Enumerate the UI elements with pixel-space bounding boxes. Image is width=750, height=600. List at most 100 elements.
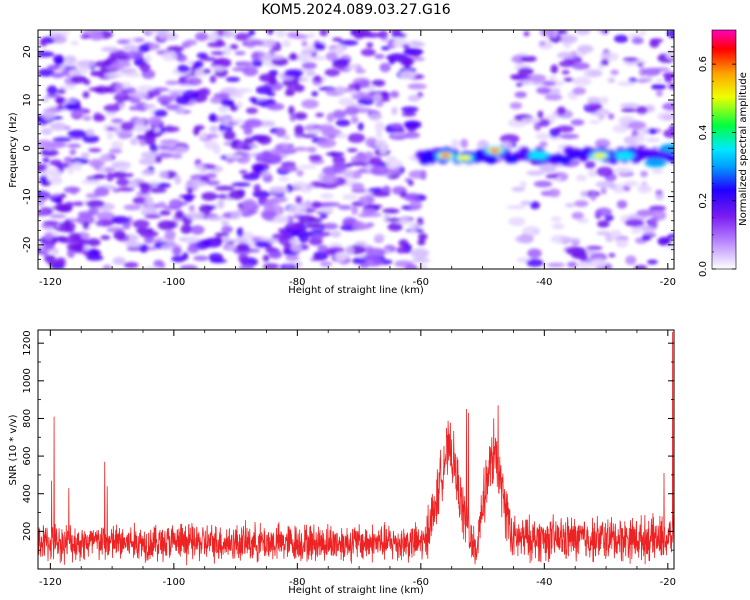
- heatmap-cell: [70, 238, 87, 244]
- heatmap-cell: [575, 174, 587, 182]
- heatmap-cell: [401, 111, 417, 117]
- heatmap-cell: [53, 54, 65, 64]
- heatmap-cell: [124, 50, 144, 60]
- heatmap-cell: [100, 235, 111, 241]
- heatmap-cell: [43, 243, 55, 251]
- heatmap-cell: [208, 253, 224, 262]
- heatmap-cell: [357, 92, 366, 98]
- heatmap-cell: [187, 245, 200, 254]
- heatmap-cell: [253, 184, 261, 194]
- heatmap-cell: [651, 168, 664, 174]
- heatmap-cell: [633, 135, 645, 143]
- heatmap-cell: [371, 79, 386, 87]
- heatmap-cell: [378, 30, 388, 40]
- heatmap-cell: [123, 204, 142, 211]
- spectrogram-x-tick-label: -40: [536, 277, 552, 288]
- heatmap-cell: [86, 254, 104, 261]
- snr-x-tick-label: -20: [660, 577, 676, 588]
- heatmap-cell: [399, 56, 415, 67]
- heatmap-cell: [379, 62, 391, 73]
- heatmap-cell: [625, 255, 637, 265]
- heatmap-cell: [352, 223, 371, 230]
- heatmap-cell: [552, 223, 565, 230]
- heatmap-cell: [140, 184, 150, 195]
- heatmap-cell: [292, 146, 309, 152]
- heatmap-cell: [655, 189, 663, 195]
- heatmap-cell: [93, 162, 101, 171]
- heatmap-cell: [297, 164, 317, 170]
- heatmap-cell: [665, 49, 674, 60]
- heatmap-cell: [195, 163, 203, 171]
- heatmap-cell: [123, 72, 141, 78]
- heatmap-cell: [38, 163, 47, 173]
- heatmap-cell: [351, 182, 365, 191]
- heatmap-cell: [282, 39, 291, 48]
- heatmap-cell: [388, 58, 395, 65]
- heatmap-cell: [214, 115, 230, 121]
- heatmap-cell: [208, 31, 219, 40]
- heatmap-cell: [106, 131, 114, 140]
- heatmap-cell: [371, 191, 391, 197]
- heatmap-cell: [64, 219, 71, 229]
- heatmap-cell: [233, 88, 253, 93]
- heatmap-cell: [157, 30, 168, 40]
- heatmap-cell: [249, 40, 264, 46]
- heatmap-cell: [293, 112, 308, 120]
- heatmap-cell: [366, 42, 374, 48]
- heatmap-cell: [102, 264, 112, 269]
- heatmap-cell: [67, 164, 74, 175]
- heatmap-cell: [104, 72, 124, 78]
- heatmap-cell: [583, 70, 590, 77]
- heatmap-cell: [223, 130, 236, 141]
- heatmap-cell: [520, 181, 527, 188]
- heatmap-cell: [407, 83, 427, 90]
- heatmap-cell: [175, 210, 184, 219]
- heatmap-cell: [370, 165, 389, 176]
- heatmap-cell: [245, 107, 258, 114]
- heatmap-cell: [221, 220, 229, 227]
- heatmap-cell: [369, 156, 383, 167]
- heatmap-cell: [537, 110, 544, 119]
- heatmap-cell: [539, 41, 546, 46]
- heatmap-cell: [64, 55, 77, 64]
- heatmap-cell: [206, 215, 224, 221]
- heatmap-cell: [521, 117, 541, 124]
- heatmap-cell: [133, 124, 148, 133]
- heatmap-cell: [417, 239, 426, 246]
- heatmap-cell: [236, 242, 250, 252]
- heatmap-cell: [549, 128, 561, 138]
- heatmap-cell: [38, 139, 53, 149]
- heatmap-cell: [199, 204, 212, 214]
- heatmap-cell: [561, 70, 570, 75]
- heatmap-cell: [99, 154, 112, 162]
- heatmap-cell: [296, 170, 304, 177]
- heatmap-cell: [162, 126, 180, 133]
- heatmap-cell: [122, 222, 131, 230]
- heatmap-cell: [355, 68, 366, 74]
- heatmap-cell: [209, 125, 219, 133]
- heatmap-cell: [70, 110, 86, 116]
- heatmap-cell: [628, 120, 647, 130]
- heatmap-cell: [122, 44, 138, 52]
- heatmap-cell: [177, 64, 190, 73]
- heatmap-cell: [86, 238, 101, 247]
- heatmap-cell: [81, 179, 101, 185]
- heatmap-cell: [158, 170, 169, 179]
- heatmap-cell: [193, 127, 200, 136]
- heatmap-cell: [338, 97, 355, 107]
- heatmap-cell: [404, 193, 419, 202]
- heatmap-cell: [298, 76, 310, 83]
- heatmap-cell: [278, 176, 290, 182]
- heatmap-cell: [335, 119, 351, 127]
- heatmap-cell: [368, 112, 382, 121]
- heatmap-cell: [40, 128, 53, 136]
- heatmap-cell: [418, 264, 429, 269]
- heatmap-cell: [613, 34, 629, 43]
- heatmap-cell: [407, 94, 421, 102]
- heatmap-cell: [545, 173, 559, 179]
- heatmap-cell: [38, 68, 55, 77]
- heatmap-cell: [101, 46, 119, 53]
- heatmap-cell: [266, 102, 285, 111]
- heatmap-cell: [231, 182, 251, 187]
- heatmap-cell: [239, 170, 248, 174]
